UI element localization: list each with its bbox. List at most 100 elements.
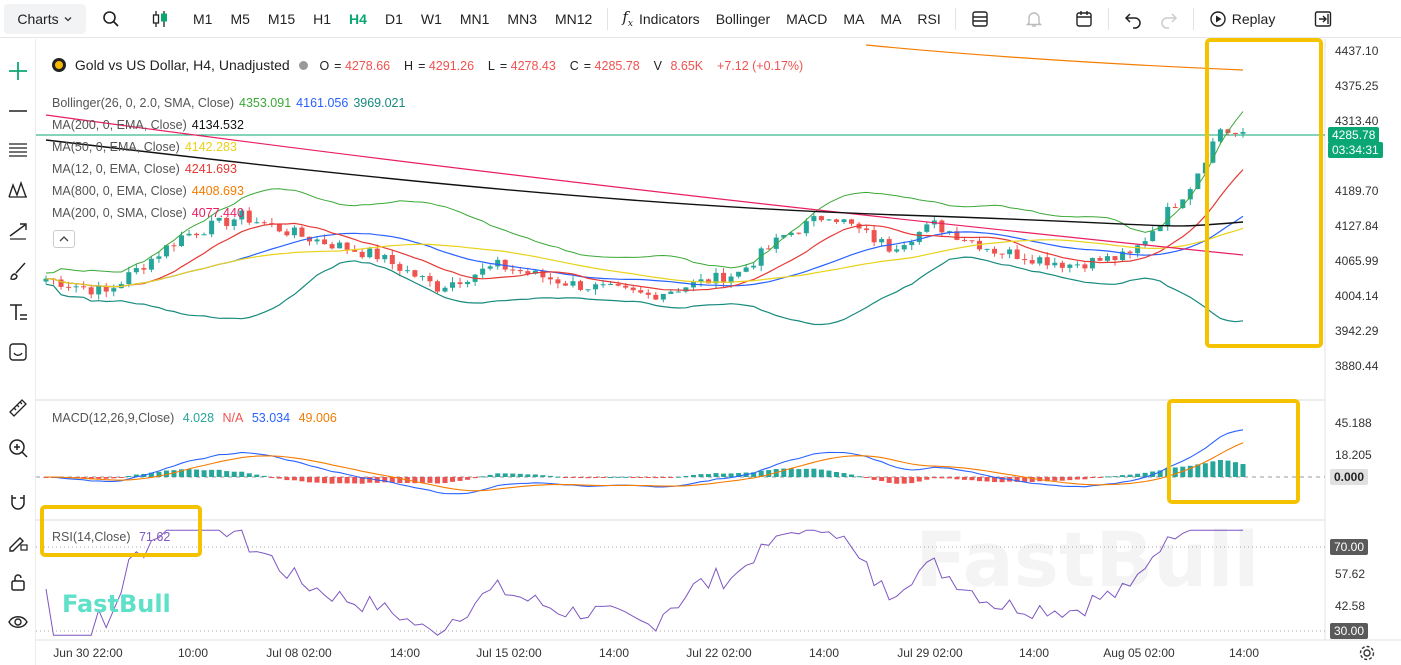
candle-body: [133, 268, 139, 273]
brush-tool[interactable]: [4, 257, 32, 285]
text-tool[interactable]: [4, 298, 32, 326]
magnet-tool[interactable]: [4, 488, 32, 516]
macd-histogram-bar: [194, 469, 200, 477]
macd-histogram-bar: [630, 477, 636, 478]
chart-type-button[interactable]: [142, 4, 178, 34]
macd-histogram-bar: [216, 469, 222, 477]
charts-dropdown[interactable]: Charts: [4, 3, 86, 34]
macd-histogram-bar: [329, 477, 335, 484]
layout-button[interactable]: [962, 4, 998, 34]
fullscreen-button[interactable]: [1305, 4, 1341, 34]
timeframe-w1[interactable]: W1: [420, 10, 442, 27]
replay-button[interactable]: Replay: [1200, 4, 1284, 34]
lock-tool[interactable]: [4, 568, 32, 596]
macd-histogram-bar: [465, 477, 471, 480]
candle-body: [540, 270, 546, 278]
time-tick-label: 14:00: [1228, 646, 1260, 660]
ohlc-high: H = 4291.26: [404, 59, 475, 73]
projection-tool[interactable]: [4, 216, 32, 244]
candle-body: [894, 249, 900, 252]
candle-body: [803, 221, 809, 234]
timeframe-m15[interactable]: M15: [267, 10, 296, 27]
candle-body: [156, 256, 162, 259]
undo-button[interactable]: [1115, 4, 1151, 34]
timeframe-mn1[interactable]: MN1: [459, 10, 490, 27]
replay-label: Replay: [1231, 10, 1276, 27]
indicator-shortcut-ma-3[interactable]: MA: [880, 10, 902, 27]
price-tick-label: 4313.40: [1335, 114, 1379, 128]
emoji-tool[interactable]: [4, 338, 32, 366]
redo-button[interactable]: [1151, 4, 1187, 34]
macd-histogram-bar: [1225, 460, 1231, 477]
candle-body: [284, 231, 290, 236]
macd-histogram-bar: [788, 468, 794, 477]
candle-body: [517, 270, 523, 272]
zoom-tool[interactable]: [4, 434, 32, 462]
calendar-button[interactable]: [1066, 4, 1102, 34]
study-legend-row[interactable]: Bollinger(26, 0, 2.0, SMA, Close) 4353.09…: [52, 96, 410, 110]
alert-button[interactable]: [1016, 4, 1052, 34]
macd-histogram-bar: [653, 477, 659, 479]
macd-histogram-bar: [946, 477, 952, 479]
macd-histogram-bar: [977, 477, 983, 482]
candle-body: [946, 231, 952, 233]
study-legend-row[interactable]: MA(50, 0, EMA, Close) 4142.283: [52, 140, 242, 154]
study-legend-row[interactable]: MA(200, 0, EMA, Close) 4134.532: [52, 118, 249, 132]
macd-histogram-bar: [1082, 477, 1088, 480]
macd-histogram-bar: [660, 477, 666, 478]
crosshair-tool[interactable]: [4, 57, 32, 85]
collapse-legend-button[interactable]: [53, 230, 75, 248]
indicators-button[interactable]: fx Indicators: [614, 4, 707, 34]
settings-button[interactable]: [1358, 644, 1378, 664]
brush-icon: [10, 262, 26, 280]
indicator-shortcut-macd-1[interactable]: MACD: [786, 10, 828, 27]
study-legend-row[interactable]: MA(12, 0, EMA, Close) 4241.693: [52, 162, 242, 176]
ema-50-line: [45, 227, 1244, 288]
draw-mode-tool[interactable]: [4, 528, 32, 556]
candle-body: [992, 248, 998, 254]
timeframe-d1[interactable]: D1: [384, 10, 403, 27]
macd-histogram-bar: [593, 477, 599, 478]
candle-body: [209, 220, 215, 235]
measure-tool[interactable]: [4, 394, 32, 422]
macd-histogram-bar: [397, 477, 403, 484]
fib-tool[interactable]: [4, 136, 32, 164]
price-tick-label: 4375.25: [1335, 79, 1379, 93]
macd-histogram-bar: [901, 477, 907, 484]
indicator-shortcut-ma-2[interactable]: MA: [843, 10, 865, 27]
study-legend-row[interactable]: MA(200, 0, SMA, Close) 4077.440: [52, 206, 249, 220]
ema-200-line: [45, 139, 1244, 227]
candle-body: [412, 270, 418, 277]
macd-histogram-bar: [1059, 477, 1065, 481]
study-legend-row[interactable]: MA(800, 0, EMA, Close) 4408.693: [52, 184, 249, 198]
candle-body: [954, 231, 960, 240]
candle-body: [111, 288, 117, 292]
timeframe-m1[interactable]: M1: [193, 10, 213, 27]
visibility-tool[interactable]: [4, 608, 32, 636]
timeframe-mn3[interactable]: MN3: [507, 10, 537, 27]
search-button[interactable]: [94, 4, 128, 34]
candle-body: [58, 279, 64, 287]
line-tool[interactable]: [4, 97, 32, 125]
indicator-shortcut-bollinger-0[interactable]: Bollinger: [715, 10, 771, 27]
candle-body: [397, 264, 403, 271]
macd-histogram-bar: [103, 477, 109, 479]
macd-histogram-bar: [826, 470, 832, 477]
candle-body: [186, 233, 192, 236]
highlight-box-price: [1205, 38, 1323, 348]
indicator-shortcut-rsi-4[interactable]: RSI: [917, 10, 941, 27]
candle-body: [419, 276, 425, 278]
timeframe-h1[interactable]: H1: [313, 10, 332, 27]
candle-body: [1082, 264, 1088, 269]
timeframe-mn12[interactable]: MN12: [554, 10, 593, 27]
bollinger-mid: [45, 215, 1244, 288]
ema-800-line: [865, 44, 1244, 71]
macd-histogram-bar: [939, 477, 945, 479]
timeframe-m5[interactable]: M5: [230, 10, 250, 27]
pattern-tool[interactable]: [4, 176, 32, 204]
macd-histogram-bar: [608, 476, 614, 478]
timeframe-h4[interactable]: H4: [349, 10, 367, 27]
macd-histogram-bar: [1135, 473, 1141, 477]
candle-body: [43, 278, 49, 282]
